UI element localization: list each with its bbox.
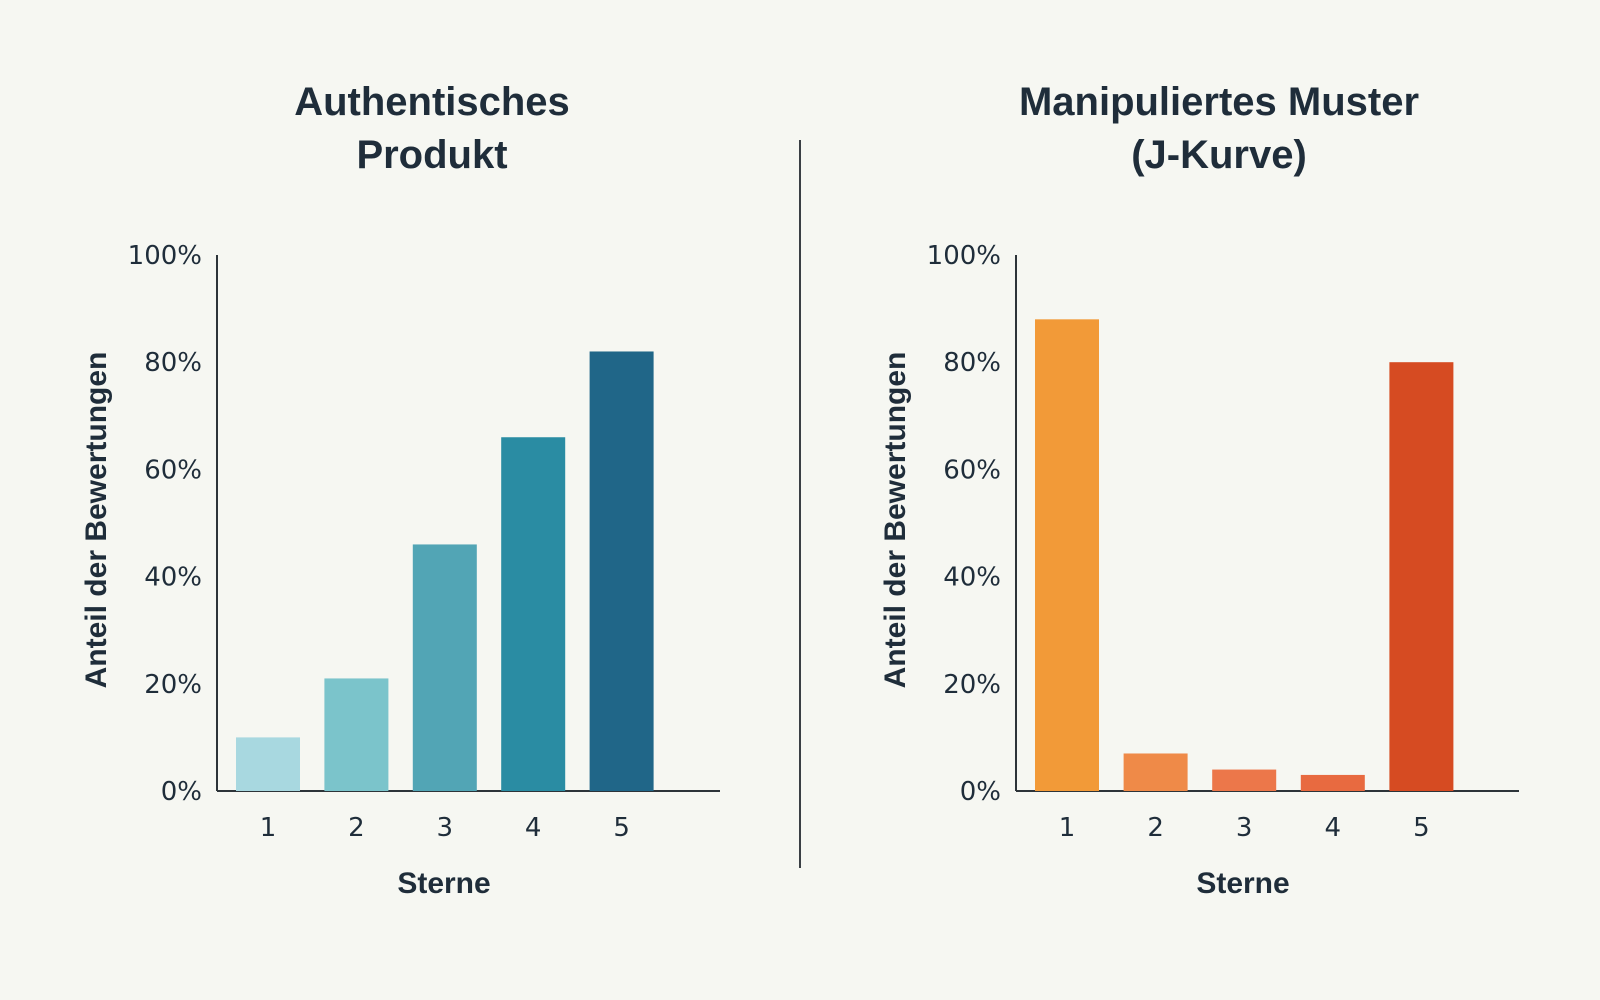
right-chart-bar-1 bbox=[1035, 319, 1099, 791]
left-chart-title-line-2: Produkt bbox=[356, 133, 507, 177]
right-chart-x-tick-label: 3 bbox=[1236, 813, 1253, 843]
left-chart-x-tick-label: 4 bbox=[525, 813, 542, 843]
left-chart-y-tick-label: 20% bbox=[144, 670, 202, 700]
right-chart-bar-5 bbox=[1389, 362, 1454, 791]
left-chart-bar-2 bbox=[324, 678, 389, 791]
right-chart-y-tick-label: 100% bbox=[927, 241, 1001, 271]
right-chart-y-axis-title: Anteil der Bewertungen bbox=[879, 352, 912, 689]
left-chart-x-axis-title: Sterne bbox=[397, 867, 490, 900]
left-chart-x-tick-label: 2 bbox=[348, 813, 365, 843]
right-chart-bar-3 bbox=[1212, 769, 1277, 791]
right-chart: Manipuliertes Muster (J-Kurve) Anteil de… bbox=[879, 80, 1519, 900]
right-chart-y-tick-label: 0% bbox=[960, 777, 1001, 807]
left-chart-bar-1 bbox=[236, 737, 300, 791]
left-chart: Authentisches Produkt Anteil der Bewertu… bbox=[80, 80, 720, 900]
left-chart-y-tick-label: 80% bbox=[144, 348, 202, 378]
right-chart-x-axis-title: Sterne bbox=[1196, 867, 1289, 900]
right-chart-title-line-1: Manipuliertes Muster bbox=[1019, 80, 1419, 124]
right-chart-plot: 0% 20% 40% 60% 80% 100% 1 2 3 4 5 bbox=[927, 241, 1519, 843]
right-chart-bar-4 bbox=[1300, 774, 1365, 791]
right-chart-title-line-2: (J-Kurve) bbox=[1131, 133, 1307, 177]
left-chart-bar-3 bbox=[412, 544, 477, 791]
left-chart-title-line-1: Authentisches bbox=[294, 80, 570, 124]
right-chart-x-tick-label: 4 bbox=[1325, 813, 1342, 843]
left-chart-y-tick-label: 100% bbox=[128, 241, 202, 271]
right-chart-x-tick-label: 5 bbox=[1413, 813, 1430, 843]
left-chart-x-tick-label: 5 bbox=[613, 813, 630, 843]
right-chart-y-tick-label: 60% bbox=[943, 455, 1001, 485]
left-chart-y-tick-label: 0% bbox=[161, 777, 202, 807]
left-chart-plot: 0% 20% 40% 60% 80% 100% 1 2 3 4 5 bbox=[128, 241, 720, 843]
left-chart-bar-5 bbox=[589, 351, 654, 791]
right-chart-x-tick-label: 1 bbox=[1059, 813, 1076, 843]
right-chart-bar-2 bbox=[1123, 753, 1188, 791]
right-chart-y-tick-label: 20% bbox=[943, 670, 1001, 700]
right-chart-y-tick-label: 40% bbox=[943, 563, 1001, 593]
left-chart-y-tick-label: 40% bbox=[144, 563, 202, 593]
left-chart-y-axis-title: Anteil der Bewertungen bbox=[80, 352, 113, 689]
right-chart-y-tick-label: 80% bbox=[943, 348, 1001, 378]
left-chart-x-tick-label: 3 bbox=[437, 813, 454, 843]
right-chart-x-tick-label: 2 bbox=[1147, 813, 1164, 843]
left-chart-bar-4 bbox=[501, 437, 566, 791]
left-chart-y-tick-label: 60% bbox=[144, 455, 202, 485]
left-chart-x-tick-label: 1 bbox=[260, 813, 277, 843]
